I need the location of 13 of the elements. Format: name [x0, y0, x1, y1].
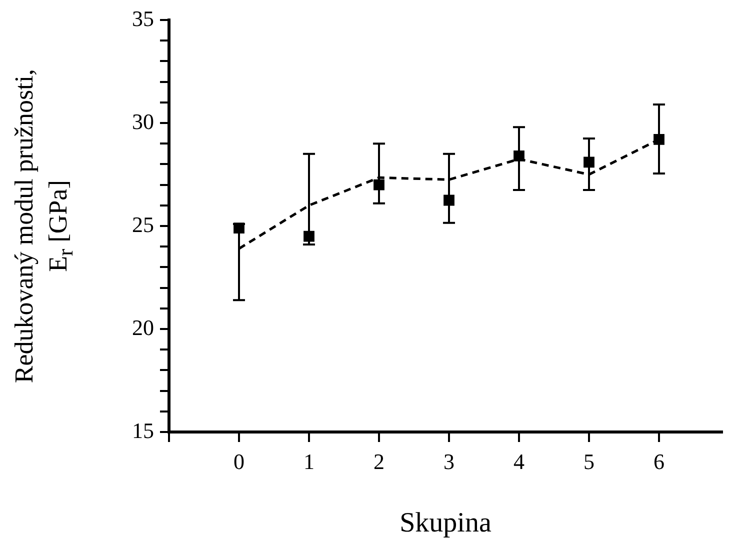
- y-tick-label: 15: [132, 418, 154, 443]
- y-tick-label: 20: [132, 314, 154, 340]
- y-tick-label: 25: [132, 212, 154, 237]
- x-tick-label: 3: [444, 448, 454, 474]
- x-tick-label: 5: [584, 448, 594, 474]
- x-tick-label: 6: [654, 448, 664, 474]
- y-tick-label: 35: [132, 6, 154, 31]
- x-tick-label: 0: [234, 448, 244, 474]
- x-tick-label: 1: [304, 448, 314, 474]
- x-tick-label: 2: [374, 448, 384, 474]
- x-tick-label: 4: [514, 448, 524, 474]
- y-tick-label: 30: [132, 108, 154, 134]
- x-axis-title: Skupina: [400, 508, 492, 539]
